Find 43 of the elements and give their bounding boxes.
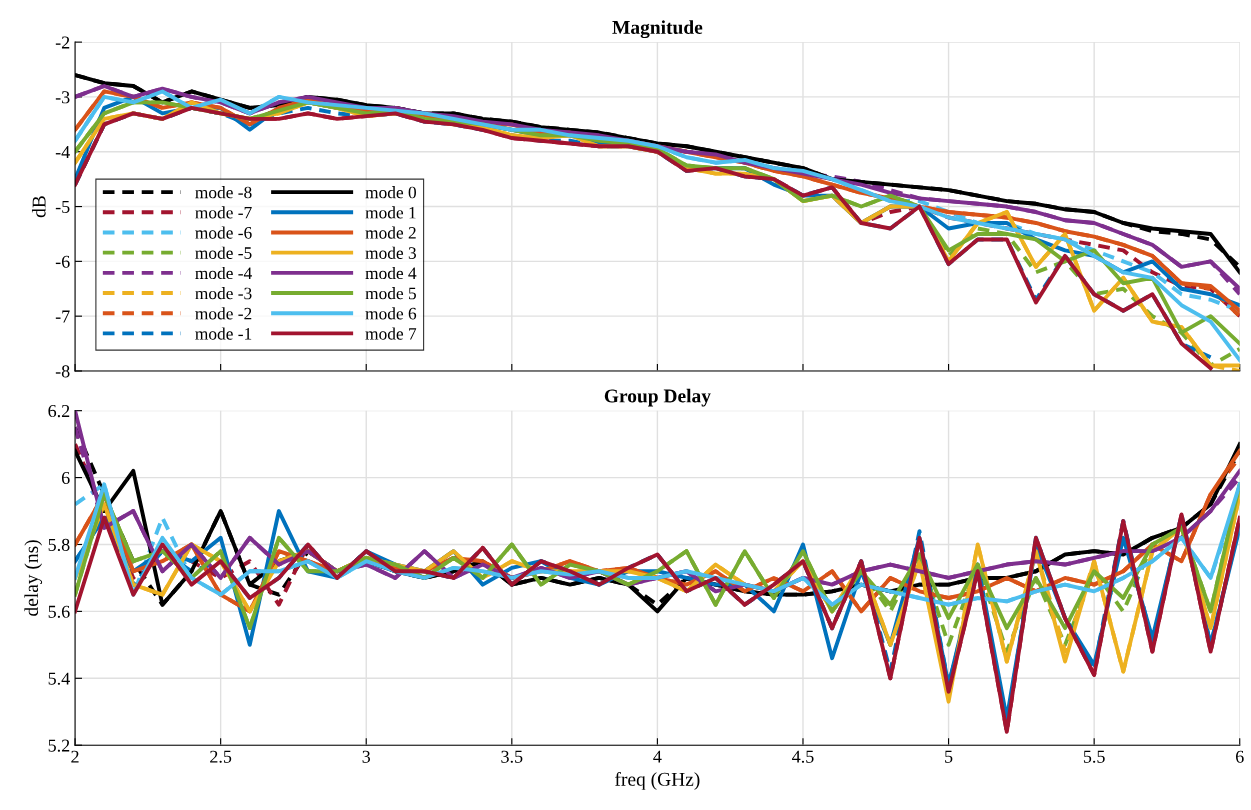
legend-label: mode -2	[195, 307, 252, 320]
legend-label: mode -1	[195, 327, 252, 340]
legend-label: mode 3	[365, 246, 416, 259]
y-tick-label: -2	[55, 36, 70, 49]
legend-label: mode -3	[195, 287, 252, 300]
y-tick-label: -5	[55, 200, 70, 213]
x-tick-label: 4.5	[792, 750, 814, 763]
legend-label: mode 7	[365, 327, 417, 340]
legend-label: mode -5	[195, 246, 252, 259]
y-axis-title: delay (ns)	[24, 540, 43, 616]
y-tick-label: -4	[55, 146, 70, 158]
legend-label: mode 4	[365, 266, 417, 280]
x-tick-label: 5	[945, 750, 953, 763]
legend-label: mode -4	[195, 266, 252, 280]
legend-label: mode 2	[365, 226, 416, 239]
x-tick-label: 6	[1236, 750, 1244, 763]
legend-label: mode -6	[195, 226, 252, 239]
legend-label: mode 5	[365, 287, 416, 300]
y-tick-label: 5.2	[48, 739, 70, 752]
x-tick-label: 3.5	[501, 750, 523, 763]
y-tick-label: -6	[55, 255, 70, 268]
y-axis-title: dB	[31, 196, 46, 218]
x-tick-label: 4	[653, 750, 662, 763]
chart-title: Group Delay	[604, 388, 711, 407]
legend-label: mode 0	[365, 186, 416, 199]
legend-label: mode -8	[195, 186, 252, 199]
legend-label: mode 1	[365, 206, 416, 219]
y-tick-label: 5.6	[48, 605, 70, 618]
y-tick-label: -3	[55, 91, 70, 104]
y-tick-label: 6	[61, 471, 70, 485]
y-tick-label: 6.2	[48, 404, 70, 418]
legend-label: mode -7	[195, 206, 252, 219]
y-tick-label: -7	[55, 310, 70, 323]
x-tick-label: 2.5	[210, 750, 232, 763]
y-tick-label: -8	[55, 365, 70, 378]
x-tick-label: 2	[71, 750, 79, 763]
x-axis-title: freq (GHz)	[615, 771, 700, 790]
legend-label: mode 6	[365, 307, 417, 320]
y-tick-label: 5.4	[48, 672, 70, 685]
chart-title: Magnitude	[612, 20, 703, 39]
x-tick-label: 5.5	[1083, 750, 1105, 763]
x-tick-label: 3	[362, 750, 371, 763]
y-tick-label: 5.8	[48, 538, 70, 551]
